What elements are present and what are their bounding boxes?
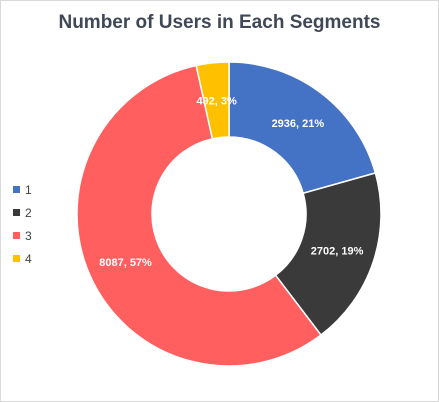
legend: 1 2 3 4 xyxy=(13,178,32,270)
legend-item-1: 1 xyxy=(13,178,32,201)
chart-title: Number of Users in Each Segments xyxy=(58,12,381,33)
data-label-4: 492, 3% xyxy=(196,96,237,108)
slice-1[interactable] xyxy=(228,61,377,195)
legend-swatch xyxy=(13,255,20,262)
legend-swatch xyxy=(13,232,20,239)
legend-label: 2 xyxy=(25,205,32,220)
legend-label: 3 xyxy=(25,228,32,243)
legend-item-4: 4 xyxy=(13,247,32,270)
slice-3[interactable] xyxy=(76,64,323,367)
legend-label: 1 xyxy=(25,182,32,197)
legend-swatch xyxy=(13,209,20,216)
data-label-2: 2702, 19% xyxy=(311,245,364,257)
slice-4[interactable] xyxy=(195,61,230,140)
legend-item-2: 2 xyxy=(13,201,32,224)
data-label-1: 2936, 21% xyxy=(272,118,325,130)
data-label-3: 8087, 57% xyxy=(99,257,152,269)
slice-2[interactable] xyxy=(274,172,382,337)
legend-label: 4 xyxy=(25,251,32,266)
legend-swatch xyxy=(13,186,20,193)
legend-item-3: 3 xyxy=(13,224,32,247)
